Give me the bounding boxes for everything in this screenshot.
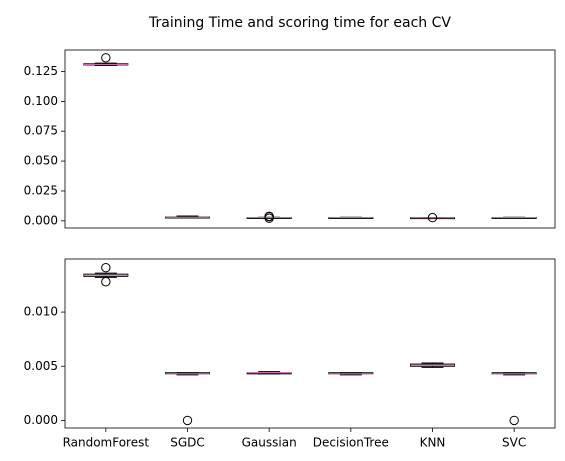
axes-frame — [64, 49, 556, 229]
y-tick-label: 0.005 — [24, 359, 58, 373]
y-tick-label: 0.125 — [24, 64, 58, 78]
scoring-time-axes: 0.000 0.005 0.010 RandomForest SGDC Gaussian D… — [24, 258, 556, 450]
training-time-axes: 0.000 0.025 0.050 0.075 0.100 0.125 — [24, 49, 556, 229]
box-gaussian — [246, 211, 292, 223]
y-tick-label: 0.010 — [24, 305, 58, 319]
outlier-point — [427, 212, 438, 223]
x-tick-label: SGDC — [170, 436, 205, 450]
box-knn — [410, 362, 455, 368]
outlier-point — [264, 211, 274, 222]
box-randomforest — [83, 262, 129, 287]
x-tick-label: KNN — [420, 436, 446, 450]
outlier-point — [101, 277, 111, 287]
box-gaussian — [246, 371, 292, 375]
x-tick-label: RandomForest — [63, 436, 150, 450]
outlier-point — [182, 415, 193, 426]
y-tick-label: 0.100 — [24, 94, 58, 108]
y-tick-label: 0.050 — [24, 154, 58, 168]
y-tick-label: 0.025 — [24, 183, 58, 197]
x-tick-label: SVC — [502, 436, 526, 450]
box-sgdc — [165, 372, 210, 426]
box-knn — [410, 212, 455, 223]
box-decisiontree — [328, 372, 374, 376]
outlier-point — [509, 415, 519, 426]
box-sgdc — [165, 215, 210, 219]
outlier-point — [101, 262, 111, 273]
box-randomforest — [83, 53, 129, 67]
y-tick-label: 0.000 — [24, 413, 58, 427]
box-decisiontree — [328, 216, 374, 219]
box-svc — [491, 372, 537, 426]
y-tick-label: 0.000 — [24, 213, 58, 227]
x-tick-label: Gaussian — [242, 436, 297, 450]
box-svc — [491, 216, 537, 219]
outlier-point — [101, 53, 111, 63]
y-tick-label: 0.075 — [24, 124, 58, 138]
axes-frame — [64, 258, 556, 429]
figure-title: Training Time and scoring time for each … — [148, 15, 451, 31]
x-tick-label: DecisionTree — [313, 436, 389, 450]
